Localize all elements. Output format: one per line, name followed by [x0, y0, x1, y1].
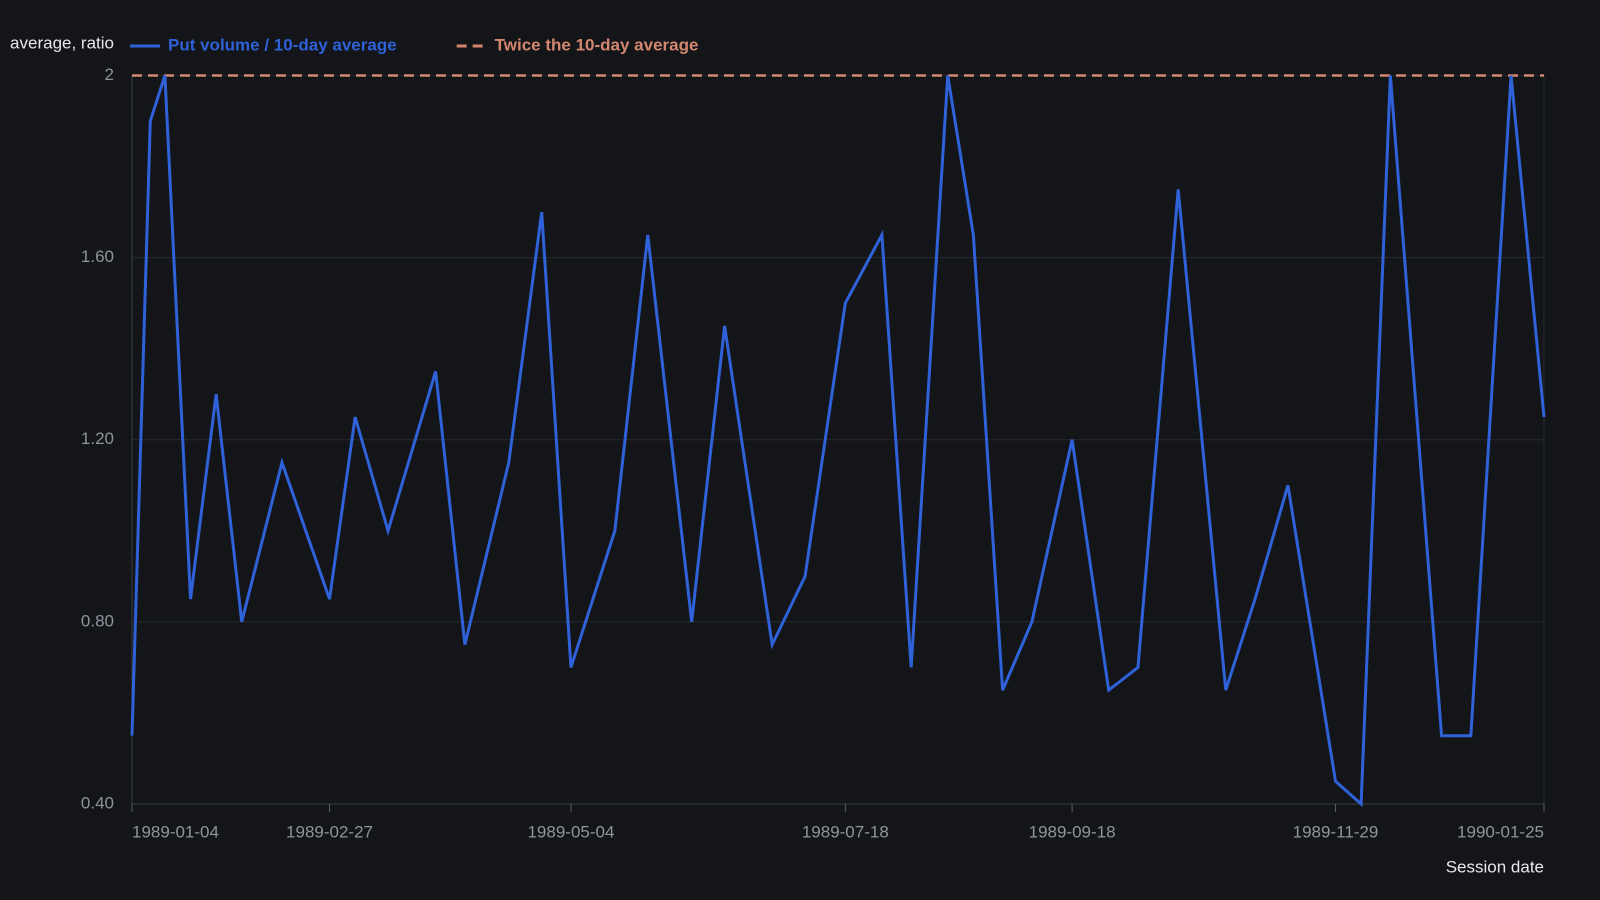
legend-label: Put volume / 10-day average [168, 35, 397, 54]
data-line [130, 75, 1546, 808]
x-tick-label: 1989-11-29 [1293, 822, 1379, 841]
y-axis-label: average, ratio [10, 33, 114, 52]
x-tick-label: 1989-01-04 [132, 822, 219, 841]
legend-label: Twice the 10-day average [495, 35, 699, 54]
y-tick-label: 1.20 [81, 429, 114, 448]
x-tick-label: 1989-09-18 [1029, 822, 1116, 841]
x-tick-label: 1989-05-04 [527, 822, 614, 841]
x-tick-label: 1989-07-18 [802, 822, 889, 841]
x-tick-label: 1989-02-27 [286, 822, 373, 841]
y-tick-label: 0.80 [81, 611, 114, 630]
x-tick-label: 1990-01-25 [1457, 822, 1544, 841]
y-tick-label: 0.40 [81, 793, 114, 812]
y-tick-label: 2 [105, 65, 114, 84]
y-tick-label: 1.60 [81, 247, 114, 266]
x-axis-label: Session date [1446, 857, 1544, 876]
